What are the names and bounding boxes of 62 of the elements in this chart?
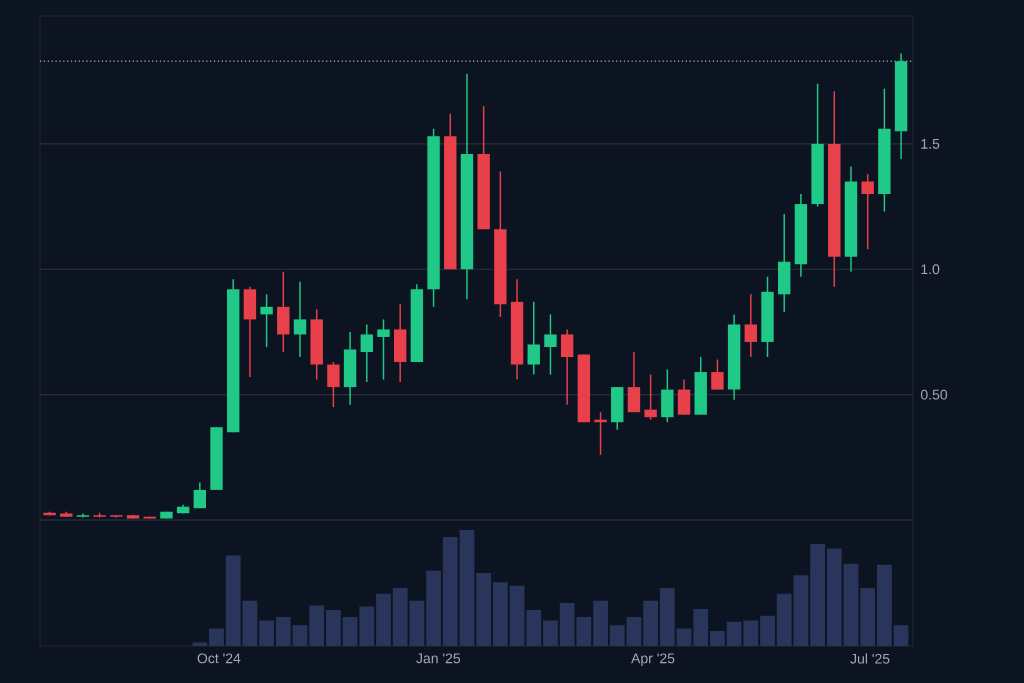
bar bbox=[793, 575, 809, 646]
bar bbox=[426, 570, 441, 646]
bar bbox=[476, 572, 492, 646]
bar bbox=[376, 593, 391, 646]
y-tick-label: 1.5 bbox=[921, 139, 940, 149]
candlestick bbox=[544, 313, 557, 376]
x-tick-label: Jan '25 bbox=[416, 653, 461, 664]
bar bbox=[893, 625, 909, 646]
bar bbox=[292, 625, 308, 646]
bar bbox=[843, 563, 859, 646]
y-tick-label: 1.0 bbox=[921, 264, 940, 275]
bar bbox=[242, 600, 258, 646]
candlestick bbox=[661, 368, 674, 423]
candlestick bbox=[427, 128, 440, 308]
bar bbox=[593, 600, 608, 646]
bar bbox=[643, 600, 659, 646]
bar bbox=[225, 555, 241, 646]
x-tick-label: Jul '25 bbox=[850, 653, 890, 664]
candlestick bbox=[878, 87, 891, 213]
candlestick bbox=[210, 426, 223, 491]
candlestick bbox=[76, 512, 90, 519]
bar bbox=[359, 606, 375, 646]
bar bbox=[459, 530, 475, 646]
bar bbox=[760, 615, 775, 646]
bar bbox=[693, 608, 709, 646]
bar bbox=[509, 585, 525, 646]
bar bbox=[492, 582, 508, 646]
candlestick bbox=[861, 173, 874, 250]
bar bbox=[676, 628, 692, 646]
bar bbox=[826, 548, 842, 646]
candlestick bbox=[527, 301, 540, 376]
candlestick bbox=[377, 318, 390, 381]
candlestick bbox=[260, 293, 273, 348]
bar bbox=[710, 630, 725, 646]
candlestick bbox=[711, 358, 724, 391]
y-tick-label: 0.50 bbox=[920, 389, 948, 400]
x-tick-label: Oct '24 bbox=[197, 653, 241, 664]
bar bbox=[442, 537, 458, 646]
bar bbox=[309, 605, 325, 646]
bar bbox=[776, 593, 792, 646]
bar bbox=[526, 610, 542, 646]
bar bbox=[810, 543, 825, 646]
bar bbox=[259, 620, 274, 646]
x-tick-label: Apr '25 bbox=[631, 653, 675, 667]
bar bbox=[543, 620, 558, 646]
bar bbox=[609, 625, 625, 646]
bar bbox=[326, 610, 341, 646]
candlestick bbox=[477, 105, 490, 230]
bar bbox=[860, 588, 876, 646]
bar bbox=[342, 617, 358, 646]
bar bbox=[659, 588, 675, 646]
bar bbox=[209, 628, 224, 646]
bar bbox=[626, 617, 642, 646]
candlestick bbox=[310, 308, 323, 381]
bar bbox=[876, 564, 892, 646]
candlestick bbox=[494, 170, 507, 318]
candlestick bbox=[327, 361, 340, 408]
candlestick bbox=[644, 373, 657, 421]
bar bbox=[275, 617, 291, 646]
candlestick bbox=[277, 271, 290, 353]
candlestick bbox=[811, 82, 824, 208]
candlestick bbox=[761, 276, 774, 358]
